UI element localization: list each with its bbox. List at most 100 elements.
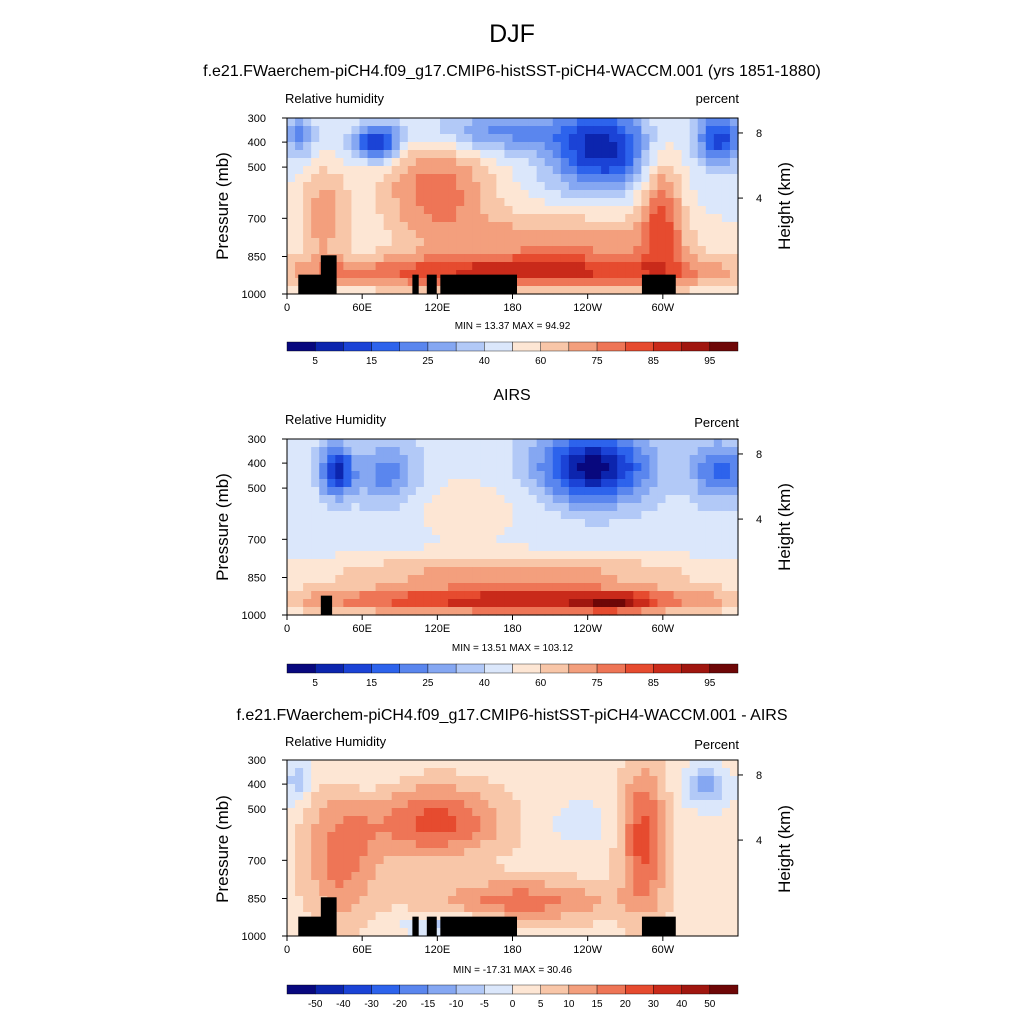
heatmap-cell — [448, 599, 457, 608]
heatmap-cell — [536, 591, 546, 600]
heatmap-cell — [480, 784, 489, 793]
heatmap-cell — [520, 575, 530, 584]
heatmap-cell — [633, 816, 642, 825]
heatmap-cell — [464, 174, 473, 183]
heatmap-cell — [633, 190, 642, 199]
heatmap-cell — [729, 487, 739, 496]
heatmap-cell — [721, 254, 731, 263]
heatmap-cell — [633, 535, 642, 544]
heatmap-cell — [568, 920, 578, 929]
heatmap-cell — [681, 792, 691, 801]
heatmap-cell — [536, 254, 546, 263]
heatmap-cell — [681, 896, 691, 905]
heatmap-cell — [544, 479, 554, 488]
heatmap-cell — [609, 760, 618, 769]
heatmap-cell — [729, 158, 739, 167]
heatmap-cell — [335, 142, 344, 151]
heatmap-cell — [303, 768, 312, 777]
heatmap-cell — [536, 872, 546, 881]
heatmap-cell — [649, 551, 659, 560]
heatmap-cell — [721, 816, 731, 825]
heatmap-cell — [713, 607, 723, 616]
heatmap-cell — [359, 543, 369, 552]
heatmap-cell — [697, 768, 707, 777]
heatmap-cell — [713, 278, 723, 287]
heatmap-cell — [633, 142, 642, 151]
heatmap-cell — [633, 800, 642, 809]
heatmap-cell — [488, 166, 497, 175]
heatmap-cell — [617, 543, 626, 552]
heatmap-cell — [544, 134, 554, 143]
heatmap-cell — [593, 864, 602, 873]
heatmap-cell — [633, 238, 642, 247]
heatmap-cell — [311, 904, 320, 913]
heatmap-cell — [504, 559, 514, 568]
heatmap-cell — [303, 888, 312, 897]
heatmap-cell — [520, 206, 530, 215]
heatmap-cell — [665, 495, 675, 504]
heatmap-cell — [472, 904, 481, 913]
heatmap-cell — [375, 575, 385, 584]
heatmap-cell — [319, 182, 328, 191]
heatmap-cell — [657, 527, 667, 536]
heatmap-cell — [472, 583, 481, 592]
heatmap-cell — [536, 134, 546, 143]
heatmap-cell — [407, 246, 417, 255]
heatmap-cell — [448, 607, 457, 616]
heatmap-cell — [407, 254, 417, 263]
heatmap-cell — [617, 198, 626, 207]
min-max-label: MIN = 13.37 MAX = 94.92 — [454, 321, 571, 332]
heatmap-cell — [641, 479, 651, 488]
heatmap-cell — [689, 254, 699, 263]
heatmap-cell — [625, 150, 634, 159]
heatmap-cell — [407, 142, 417, 151]
heatmap-cell — [343, 896, 353, 905]
heatmap-cell — [448, 543, 457, 552]
heatmap-cell — [440, 808, 449, 817]
heatmap-cell — [512, 198, 522, 207]
heatmap-cell — [423, 768, 433, 777]
heatmap-cell — [528, 888, 538, 897]
heatmap-cell — [697, 495, 707, 504]
heatmap-cell — [560, 262, 570, 271]
heatmap-cell — [367, 182, 377, 191]
heatmap-cell — [375, 471, 385, 480]
heatmap-cell — [528, 768, 538, 777]
heatmap-cell — [673, 880, 683, 889]
heatmap-cell — [601, 190, 610, 199]
heatmap-cell — [617, 760, 626, 769]
heatmap-cell — [383, 872, 393, 881]
heatmap-cell — [721, 543, 731, 552]
heatmap-cell — [488, 134, 497, 143]
heatmap-cell — [697, 214, 707, 223]
heatmap-cell — [399, 495, 409, 504]
heatmap-cell — [641, 872, 651, 881]
heatmap-cell — [383, 535, 393, 544]
colorbar-label: -5 — [480, 999, 489, 1010]
heatmap-cell — [359, 134, 369, 143]
heatmap-cell — [440, 206, 449, 215]
heatmap-cell — [673, 230, 683, 239]
heatmap-cell — [697, 254, 707, 263]
heatmap-cell — [601, 832, 610, 841]
heatmap-cell — [576, 142, 586, 151]
heatmap-cell — [423, 182, 433, 191]
heatmap-cell — [584, 896, 594, 905]
heatmap-cell — [319, 832, 328, 841]
heatmap-cell — [520, 768, 530, 777]
heatmap-cell — [568, 896, 578, 905]
heatmap-cell — [689, 479, 699, 488]
heatmap-cell — [488, 455, 497, 464]
heatmap-cell — [528, 463, 538, 472]
heatmap-cell — [584, 920, 594, 929]
heatmap-cell — [601, 262, 610, 271]
figure-title: DJF — [489, 20, 535, 48]
heatmap-cell — [617, 800, 626, 809]
heatmap-cell — [689, 543, 699, 552]
heatmap-cell — [472, 768, 481, 777]
heatmap-cell — [689, 182, 699, 191]
heatmap-cell — [649, 495, 659, 504]
heatmap-cell — [536, 174, 546, 183]
heatmap-cell — [657, 575, 667, 584]
heatmap-cell — [343, 487, 353, 496]
